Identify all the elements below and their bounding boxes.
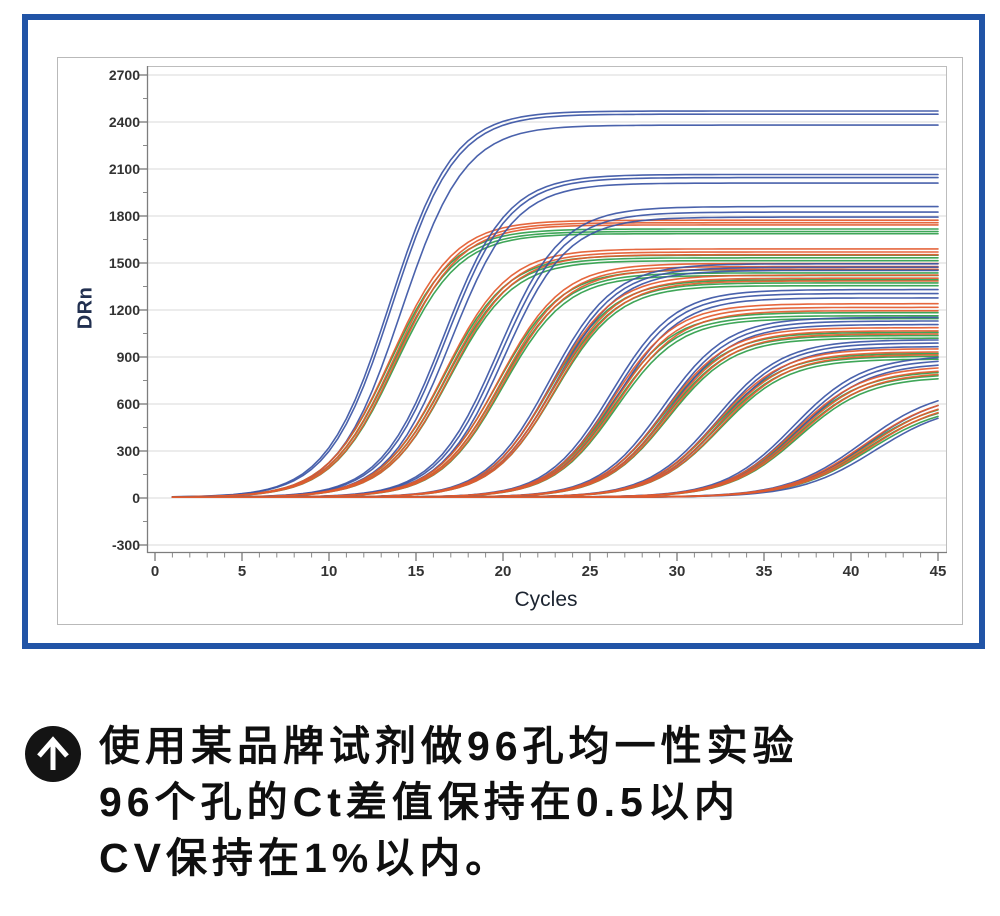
y-tick-label: 600	[117, 396, 141, 412]
y-tick-label: 0	[132, 490, 140, 506]
amplification-curve-orange	[171, 411, 939, 498]
y-tick-label: 1200	[109, 302, 140, 318]
chart-panel	[57, 57, 963, 625]
arrow-up-circle-icon	[25, 726, 81, 782]
caption-line-3: CV保持在1%以内。	[99, 835, 512, 881]
caption-text: 使用某品牌试剂做96孔均一性实验 96个孔的Ct差值保持在0.5以内 CV保持在…	[99, 718, 979, 886]
x-tick-label: 0	[151, 563, 159, 580]
x-tick-label: 20	[495, 563, 512, 580]
y-tick-label: 900	[117, 349, 141, 365]
x-tick-label: 30	[669, 563, 686, 580]
y-axis-title: DRn	[74, 286, 97, 330]
x-tick-label: 35	[756, 563, 773, 580]
y-tick-label: 300	[117, 443, 141, 459]
amplification-curve-blue	[171, 113, 939, 498]
y-tick-label: 2400	[109, 114, 140, 130]
y-tick-label: -300	[112, 537, 140, 553]
arrow-head	[37, 736, 69, 758]
y-tick-label: 2100	[109, 161, 140, 177]
x-axis-title: Cycles	[514, 588, 578, 611]
x-tick-label: 25	[582, 563, 599, 580]
x-tick-label: 45	[930, 563, 947, 580]
amplification-curve-orange	[171, 224, 939, 498]
amplification-curve-orange	[171, 221, 939, 498]
amplification-curve-blue	[171, 110, 939, 498]
y-tick-label: 1500	[109, 255, 140, 271]
caption-line-1: 使用某品牌试剂做96孔均一性实验	[99, 723, 799, 769]
y-tick-label: 1800	[109, 208, 140, 224]
x-tick-label: 15	[408, 563, 425, 580]
x-tick-label: 40	[843, 563, 860, 580]
amplification-curve-orange	[171, 219, 939, 498]
caption-line-2: 96个孔的Ct差值保持在0.5以内	[99, 779, 740, 825]
x-tick-label: 5	[238, 563, 246, 580]
y-tick-label: 2700	[109, 67, 140, 83]
x-tick-label: 10	[321, 563, 338, 580]
